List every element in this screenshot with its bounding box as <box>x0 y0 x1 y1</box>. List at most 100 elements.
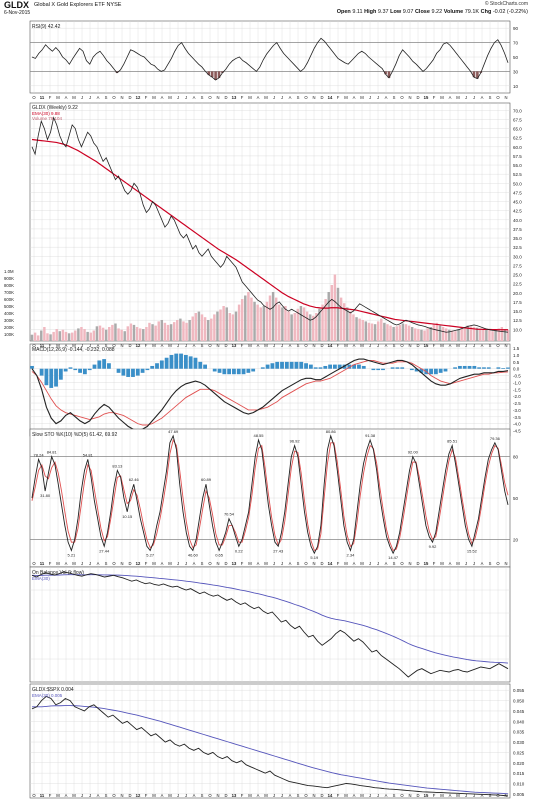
x-axis-label: A <box>289 95 292 100</box>
price-title: GLDX (Weekly) 9.22 <box>32 105 78 111</box>
volume-bar <box>36 335 40 341</box>
macd-histogram-bar <box>217 368 222 373</box>
ratio-ytick: 0.025 <box>513 750 525 755</box>
x-axis-label: O <box>304 343 308 348</box>
volume-bar <box>83 329 86 341</box>
x-axis-label: S <box>393 793 396 798</box>
ratio-ytick: 0.030 <box>513 740 525 745</box>
x-axis-label: N <box>120 561 123 566</box>
volume-bar <box>176 320 179 341</box>
stochastic-trough-label: 2.34 <box>347 552 356 557</box>
volume-bar <box>213 314 216 341</box>
macd-histogram-bar <box>409 368 414 371</box>
volume-bar <box>179 318 182 341</box>
x-axis-label: J <box>473 561 475 566</box>
x-axis-label: S <box>297 793 300 798</box>
macd-histogram-bar <box>198 361 203 369</box>
x-axis-label: J <box>377 343 379 348</box>
x-axis-label: 11 <box>40 793 45 798</box>
volume-bar <box>494 329 497 341</box>
price-ytick: 17.5 <box>513 300 522 305</box>
x-axis-label: J <box>185 793 187 798</box>
stock-chart: 10 30 50 70 90 RSI(9) 42.42 10.0 12.5 15.0 17.5 20… <box>4 20 525 799</box>
stochastic-peak-label: 48.55 <box>254 433 265 438</box>
stochastic-trough-label: 14.47 <box>388 555 399 560</box>
x-axis-label: J <box>273 561 275 566</box>
volume-bar <box>417 329 420 341</box>
sto-ytick: 80 <box>513 455 519 460</box>
high-label: High <box>364 9 377 15</box>
x-axis-label: O <box>304 793 308 798</box>
x-axis-label: O <box>32 95 36 100</box>
macd-histogram-bar <box>467 365 472 369</box>
volume-bar <box>302 307 306 341</box>
x-axis-label: O <box>112 793 116 798</box>
volume-bar <box>312 315 315 341</box>
volume-bar <box>290 314 293 341</box>
x-axis-label: O <box>32 561 36 566</box>
volume-bar <box>274 297 278 341</box>
macd-histogram-bar <box>453 367 458 369</box>
x-axis-label: M <box>152 793 156 798</box>
macd-histogram-bar <box>438 368 443 373</box>
ratio-ytick: 0.055 <box>513 688 525 693</box>
macd-ytick: -4.5 <box>513 429 521 434</box>
volume-bar <box>148 322 151 341</box>
macd-histogram-bar <box>212 368 217 372</box>
macd-histogram-bar <box>203 364 207 369</box>
stochastic-trough-label: 27.44 <box>99 548 110 553</box>
volume-bar <box>423 330 426 341</box>
volume-bar <box>132 324 136 341</box>
volume-bar <box>114 323 117 341</box>
rsi-panel: 10 30 50 70 90 RSI(9) 42.42 <box>29 20 519 94</box>
volume-bar <box>182 321 185 341</box>
x-axis-label: J <box>465 343 467 348</box>
volume-bar <box>361 320 364 341</box>
volume-bar <box>404 324 408 341</box>
x-axis-label: N <box>312 343 315 348</box>
x-axis-label: M <box>72 561 76 566</box>
price-ytick: 22.5 <box>513 282 522 287</box>
x-axis-label: J <box>81 561 83 566</box>
macd-histogram-bar <box>222 368 227 375</box>
x-axis-label: 14 <box>328 95 333 100</box>
x-axis-label: J <box>369 561 371 566</box>
stochastic-trough-label: 46.60 <box>188 552 199 557</box>
volume-bar <box>414 328 417 341</box>
x-axis-label: J <box>281 561 283 566</box>
x-axis-label: D <box>320 561 323 566</box>
volume-bar <box>318 308 321 341</box>
ema-line <box>31 138 508 331</box>
x-axis-label: J <box>185 95 187 100</box>
x-axis-label: M <box>360 561 364 566</box>
stochastic-trough-label: 15.52 <box>467 548 478 553</box>
x-axis-label: J <box>81 343 83 348</box>
volume-bar <box>142 329 145 341</box>
volume-value: 79.1K <box>464 9 480 15</box>
volume-bar <box>247 292 250 341</box>
price-ytick: 30.0 <box>513 254 522 259</box>
volume-bar <box>475 327 479 341</box>
x-axis-label: A <box>449 561 452 566</box>
x-axis-label: J <box>81 95 83 100</box>
volume-bar <box>420 329 423 341</box>
x-axis-label: M <box>56 561 60 566</box>
x-axis-label: A <box>385 793 388 798</box>
x-axis-label: 12 <box>136 343 141 348</box>
x-axis-label: A <box>481 561 484 566</box>
macd-histogram-bar <box>357 364 361 369</box>
volume-bar <box>256 304 259 341</box>
volume-tick: 600K <box>4 297 14 302</box>
macd-histogram-bar <box>87 368 92 371</box>
volume-bar <box>117 328 120 341</box>
volume-bar <box>472 327 476 341</box>
stochastic-trough-label: 27.43 <box>273 548 284 553</box>
x-axis-label: A <box>385 95 388 100</box>
x-axis-label: F <box>337 561 340 566</box>
x-axis-label: J <box>81 793 83 798</box>
x-axis-label: D <box>224 793 227 798</box>
macd-histogram-bar <box>131 368 135 377</box>
x-axis-label: N <box>120 793 123 798</box>
macd-histogram-bar <box>54 368 58 387</box>
